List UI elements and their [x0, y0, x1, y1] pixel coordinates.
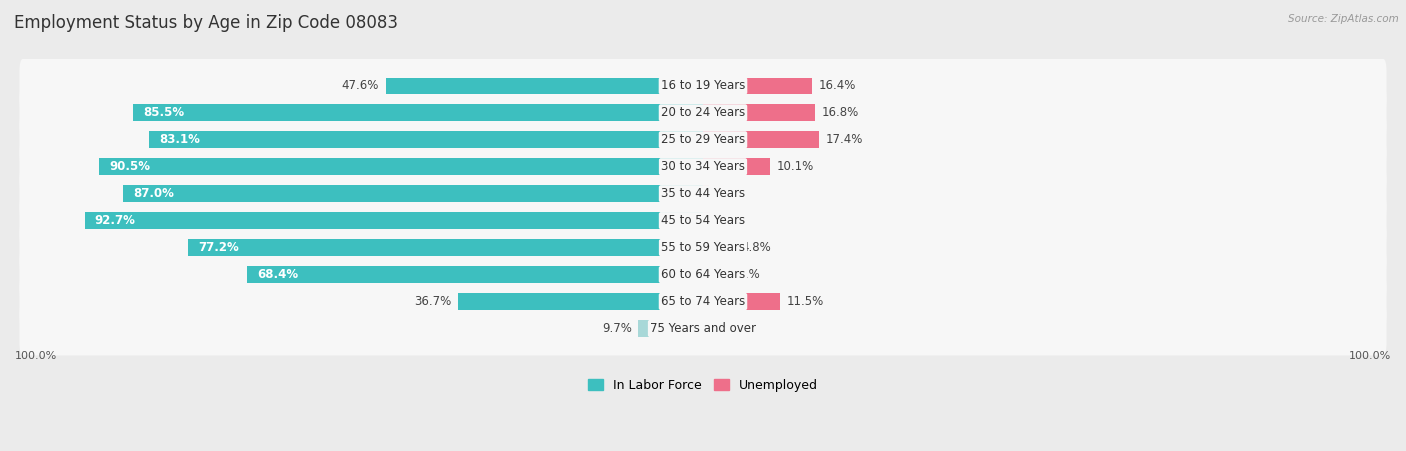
Text: 3.1%: 3.1%	[730, 268, 761, 281]
Text: 16.4%: 16.4%	[820, 79, 856, 92]
Text: 47.6%: 47.6%	[342, 79, 378, 92]
Text: 36.7%: 36.7%	[415, 295, 451, 308]
Text: 1.0%: 1.0%	[716, 214, 747, 227]
Text: 77.2%: 77.2%	[198, 241, 239, 254]
Bar	[703, 78, 813, 94]
FancyBboxPatch shape	[20, 221, 1386, 275]
Text: 68.4%: 68.4%	[257, 268, 298, 281]
Text: 87.0%: 87.0%	[132, 187, 174, 200]
Text: 0.0%: 0.0%	[710, 322, 740, 335]
FancyBboxPatch shape	[20, 193, 1386, 248]
Text: Source: ZipAtlas.com: Source: ZipAtlas.com	[1288, 14, 1399, 23]
Text: 83.1%: 83.1%	[159, 133, 200, 146]
Bar	[703, 131, 820, 148]
Bar	[703, 158, 770, 175]
Text: 9.7%: 9.7%	[602, 322, 631, 335]
Bar	[703, 105, 815, 121]
Legend: In Labor Force, Unemployed: In Labor Force, Unemployed	[583, 374, 823, 397]
Text: 20 to 24 Years: 20 to 24 Years	[661, 106, 745, 120]
Text: 55 to 59 Years: 55 to 59 Years	[661, 241, 745, 254]
Text: 75 Years and over: 75 Years and over	[650, 322, 756, 335]
Text: 16 to 19 Years: 16 to 19 Years	[661, 79, 745, 92]
FancyBboxPatch shape	[20, 113, 1386, 167]
FancyBboxPatch shape	[20, 167, 1386, 221]
Bar	[84, 212, 703, 229]
Text: 0.9%: 0.9%	[716, 187, 745, 200]
Text: 4.8%: 4.8%	[742, 241, 772, 254]
Text: 92.7%: 92.7%	[94, 214, 136, 227]
Text: 16.8%: 16.8%	[821, 106, 859, 120]
Bar	[638, 320, 703, 337]
Text: 10.1%: 10.1%	[778, 160, 814, 173]
Bar	[247, 266, 703, 283]
Text: 85.5%: 85.5%	[143, 106, 184, 120]
Bar	[188, 239, 703, 256]
Bar	[385, 78, 703, 94]
Bar	[149, 131, 703, 148]
FancyBboxPatch shape	[20, 248, 1386, 302]
Text: 17.4%: 17.4%	[825, 133, 863, 146]
Text: 45 to 54 Years: 45 to 54 Years	[661, 214, 745, 227]
Text: 65 to 74 Years: 65 to 74 Years	[661, 295, 745, 308]
Bar	[132, 105, 703, 121]
FancyBboxPatch shape	[20, 86, 1386, 140]
FancyBboxPatch shape	[20, 275, 1386, 328]
Bar	[122, 185, 703, 202]
Bar	[703, 239, 735, 256]
Bar	[703, 185, 709, 202]
Bar	[100, 158, 703, 175]
FancyBboxPatch shape	[20, 302, 1386, 355]
Bar	[703, 293, 780, 310]
Text: 35 to 44 Years: 35 to 44 Years	[661, 187, 745, 200]
Text: 30 to 34 Years: 30 to 34 Years	[661, 160, 745, 173]
Text: 60 to 64 Years: 60 to 64 Years	[661, 268, 745, 281]
Bar	[703, 212, 710, 229]
FancyBboxPatch shape	[20, 59, 1386, 113]
Text: Employment Status by Age in Zip Code 08083: Employment Status by Age in Zip Code 080…	[14, 14, 398, 32]
Bar	[703, 266, 724, 283]
Text: 25 to 29 Years: 25 to 29 Years	[661, 133, 745, 146]
FancyBboxPatch shape	[20, 140, 1386, 193]
Bar	[458, 293, 703, 310]
Text: 11.5%: 11.5%	[786, 295, 824, 308]
Text: 90.5%: 90.5%	[110, 160, 150, 173]
